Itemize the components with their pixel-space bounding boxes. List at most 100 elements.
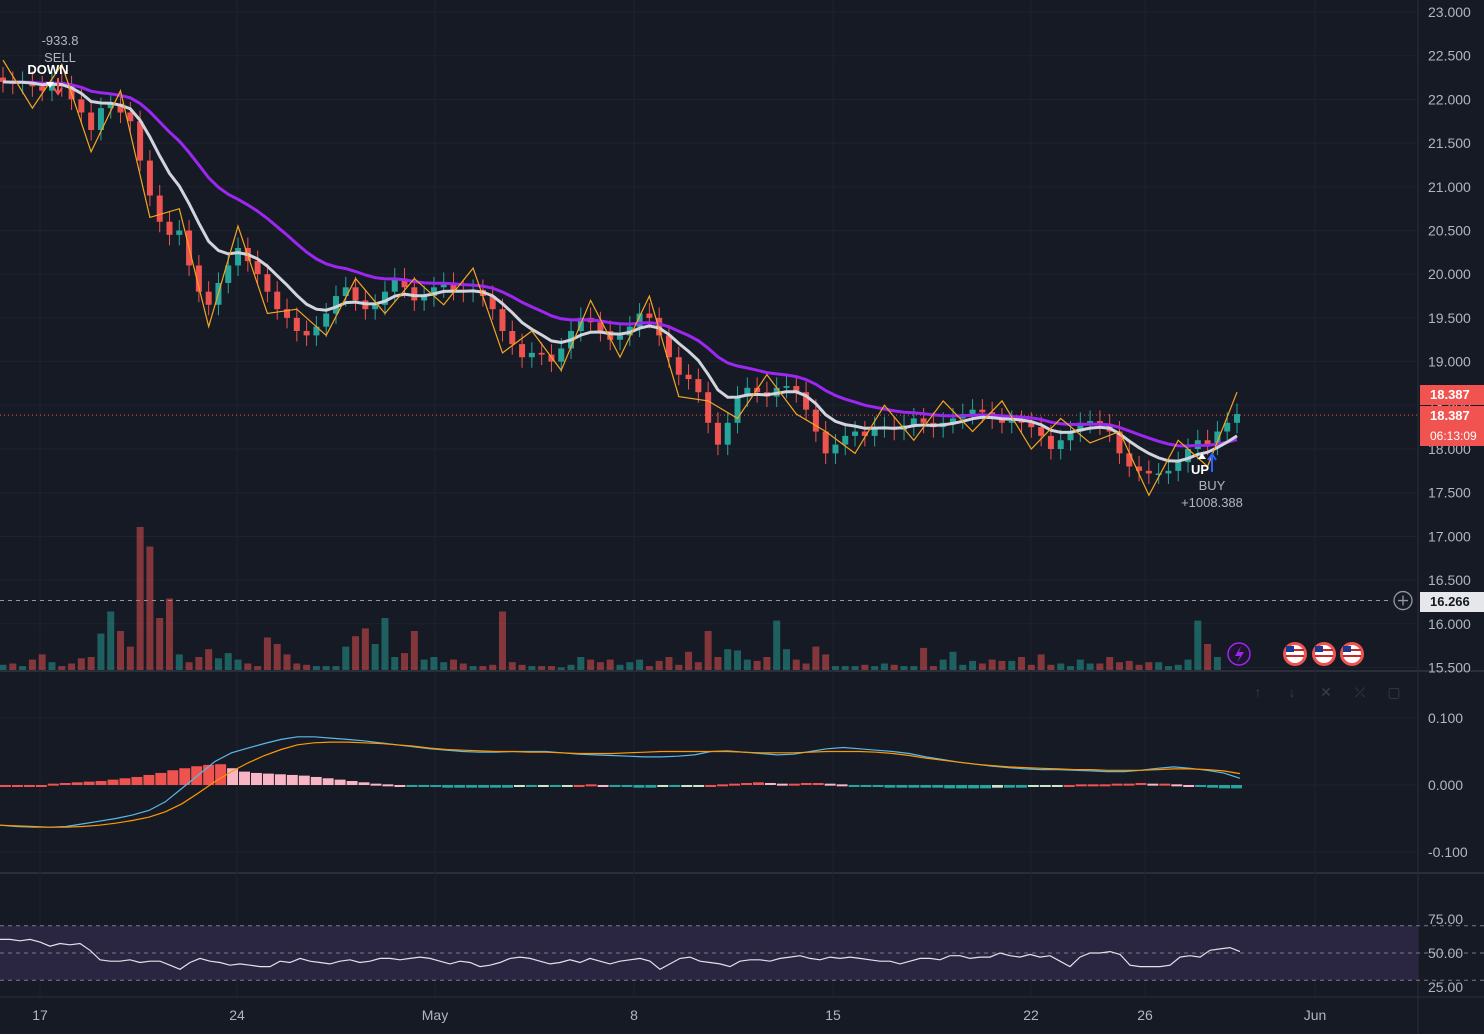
candle-body bbox=[665, 335, 672, 358]
add-alert-icon[interactable] bbox=[1393, 590, 1413, 611]
macd-histogram-bar bbox=[681, 785, 693, 787]
volume-bar bbox=[841, 666, 849, 670]
macd-histogram-bar bbox=[0, 785, 11, 787]
us-flag-stripe bbox=[1343, 649, 1361, 651]
us-flag-stripe bbox=[1286, 655, 1304, 657]
volume-bar bbox=[978, 663, 986, 670]
volume-bar bbox=[880, 663, 888, 670]
maximize-pane-icon[interactable]: ▢ bbox=[1387, 684, 1401, 700]
candle-body bbox=[78, 99, 85, 113]
close-pane-icon[interactable]: ✕ bbox=[1320, 684, 1332, 700]
y-tick-label: 23.000 bbox=[1428, 4, 1471, 20]
macd-histogram-bar bbox=[1063, 785, 1075, 787]
volume-bar bbox=[616, 664, 624, 670]
candle-body bbox=[499, 309, 506, 332]
macd-histogram-bar bbox=[1231, 785, 1242, 789]
candle-body bbox=[528, 352, 535, 358]
macd-histogram-bar bbox=[346, 780, 358, 785]
volume-bar bbox=[871, 666, 879, 670]
volume-bar bbox=[371, 644, 379, 670]
macd-histogram-bar bbox=[585, 784, 597, 787]
macd-histogram-bar bbox=[442, 785, 454, 788]
macd-histogram-bar bbox=[23, 785, 35, 787]
candle-body bbox=[803, 392, 810, 410]
volume-bar bbox=[822, 654, 830, 670]
macd-histogram-bar bbox=[47, 783, 59, 786]
ema-fast-line bbox=[2, 80, 1238, 463]
down-triangle-icon bbox=[46, 82, 54, 88]
candle-body bbox=[342, 287, 349, 297]
volume-bar bbox=[812, 646, 820, 670]
candle-body bbox=[734, 396, 741, 423]
candle-body bbox=[1057, 440, 1064, 449]
candle-body bbox=[313, 326, 320, 336]
candle-body bbox=[176, 230, 183, 235]
x-tick-label: 17 bbox=[32, 1007, 48, 1023]
candle-body bbox=[39, 86, 46, 91]
volume-bar bbox=[567, 664, 575, 670]
candle-body bbox=[1116, 431, 1123, 454]
macd-histogram-bar bbox=[968, 785, 980, 789]
macd-histogram-bar bbox=[1027, 785, 1039, 788]
candle-body bbox=[558, 348, 565, 362]
macd-histogram-bar bbox=[334, 779, 346, 785]
candle-body bbox=[166, 221, 173, 235]
macd-histogram-bar bbox=[932, 785, 944, 788]
volume-bar bbox=[782, 649, 790, 670]
volume-bar bbox=[68, 663, 76, 670]
volume-bar bbox=[606, 659, 614, 670]
candle-body bbox=[1204, 440, 1211, 445]
volume-bar bbox=[508, 662, 516, 670]
volume-bar bbox=[322, 666, 330, 670]
candle-body bbox=[430, 287, 437, 297]
candle-body bbox=[519, 344, 526, 358]
candle-body bbox=[1185, 449, 1192, 463]
volume-bar bbox=[1047, 664, 1055, 670]
last-price-repeat-label: 18.387 bbox=[1420, 406, 1484, 426]
volume-bar bbox=[1018, 657, 1026, 670]
us-flag-stripe bbox=[1315, 655, 1333, 657]
macd-histogram-bar bbox=[764, 782, 776, 785]
us-flag-stripe bbox=[1343, 655, 1361, 657]
collapse-pane-icon[interactable]: ⤫ bbox=[1354, 684, 1366, 700]
macd-histogram-bar bbox=[310, 776, 322, 785]
y-tick-label: 17.500 bbox=[1428, 485, 1471, 501]
volume-bar bbox=[342, 646, 350, 670]
macd-histogram-bar bbox=[466, 785, 478, 788]
candle-body bbox=[646, 313, 653, 318]
plus-icon bbox=[1398, 595, 1408, 606]
volume-bar bbox=[1096, 663, 1104, 670]
macd-histogram-bar bbox=[645, 785, 657, 788]
candle-body bbox=[1136, 466, 1143, 471]
move-down-icon[interactable]: ↓ bbox=[1288, 684, 1296, 700]
volume-bar bbox=[685, 651, 693, 670]
macd-histogram-bar bbox=[992, 785, 1003, 788]
move-up-icon[interactable]: ↑ bbox=[1254, 684, 1262, 700]
y-tick-label: 15.500 bbox=[1428, 660, 1471, 676]
macd-histogram-bar bbox=[1183, 785, 1195, 787]
candle-body bbox=[225, 265, 232, 283]
macd-histogram-bar bbox=[83, 781, 95, 785]
macd-histogram-bar bbox=[1195, 785, 1207, 788]
volume-bar bbox=[479, 666, 487, 670]
macd-histogram-bar bbox=[525, 785, 537, 788]
up-marker-label: UP bbox=[1191, 462, 1209, 477]
volume-bar bbox=[626, 662, 634, 670]
candle-body bbox=[1214, 431, 1221, 445]
volume-bar bbox=[596, 662, 604, 670]
macd-histogram-bar bbox=[633, 785, 645, 788]
macd-histogram-bar bbox=[657, 785, 669, 788]
volume-bar bbox=[1145, 662, 1153, 670]
candle-body bbox=[489, 296, 496, 310]
candle-body bbox=[597, 322, 604, 332]
volume-bar bbox=[498, 611, 506, 670]
macd-histogram-bar bbox=[1135, 782, 1147, 785]
macd-histogram-bar bbox=[1219, 785, 1231, 789]
macd-histogram-bar bbox=[454, 785, 466, 788]
candle-body bbox=[998, 418, 1005, 423]
volume-bar bbox=[58, 666, 66, 670]
volume-bar bbox=[734, 650, 742, 670]
volume-bar bbox=[577, 657, 585, 670]
candle-body bbox=[1087, 421, 1094, 423]
